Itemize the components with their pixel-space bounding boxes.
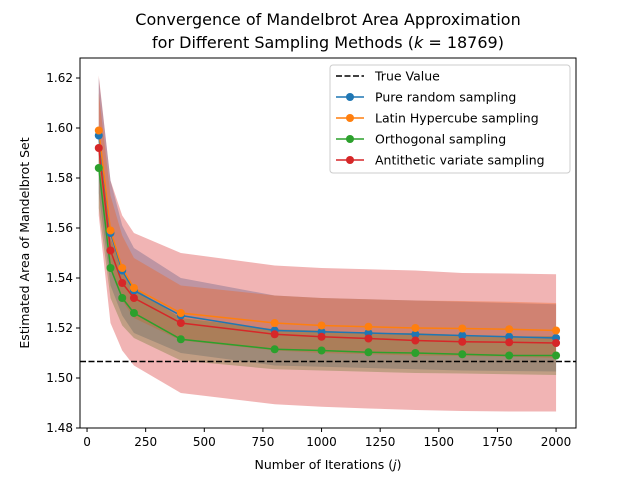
point-latin-hypercube-sampling [270, 319, 279, 327]
legend-label-orthogonal-sampling: Orthogonal sampling [375, 132, 506, 147]
y-tick-label: 1.52 [46, 321, 73, 335]
legend-label-true-value: True Value [374, 69, 440, 84]
line-antithetic-variate-sampling [98, 147, 557, 344]
line-orthogonal-sampling [98, 167, 557, 357]
point-latin-hypercube-sampling [552, 326, 561, 335]
point-orthogonal-sampling [317, 346, 326, 355]
y-tick-label: 1.56 [46, 221, 73, 235]
point-orthogonal-sampling [106, 264, 115, 272]
chart-title-line-2-prefix: for Different Sampling Methods ( [152, 33, 414, 52]
point-orthogonal-sampling [129, 309, 138, 317]
x-tick-label: 1500 [424, 435, 455, 449]
line-latin-hypercube-sampling [98, 130, 557, 332]
point-orthogonal-sampling [176, 335, 185, 344]
point-orthogonal-sampling [364, 348, 373, 357]
point-orthogonal-sampling [270, 345, 279, 354]
point-orthogonal-sampling [552, 351, 561, 360]
y-tick-label: 1.50 [46, 371, 73, 385]
x-tick-label: 500 [193, 435, 216, 449]
series-markers [94, 126, 561, 360]
point-antithetic-variate-sampling [364, 334, 373, 343]
legend-marker-orthogonal-sampling [346, 135, 354, 143]
x-tick-label: 750 [251, 435, 274, 449]
point-antithetic-variate-sampling [270, 330, 279, 339]
legend-marker-pure-random-sampling [346, 93, 354, 101]
band-pure-random-sampling [98, 78, 557, 372]
chart-title-k-symbol: k [414, 33, 424, 52]
point-antithetic-variate-sampling [458, 337, 467, 346]
legend: True Value Pure random sampling Latin Hype… [329, 64, 571, 174]
y-axis-label: Estimated Area of Mandelbrot Set [17, 137, 32, 348]
x-tick-label: 2000 [541, 435, 572, 449]
series-lines [98, 130, 557, 357]
chart-title-line-1: Convergence of Mandelbrot Area Approxima… [135, 10, 520, 29]
y-tick-label: 1.58 [46, 171, 73, 185]
chart-title-k-value: = 18769) [423, 33, 504, 52]
chart-title-line-2: for Different Sampling Methods (k = 1876… [152, 33, 504, 52]
legend-box [329, 64, 571, 174]
point-pure-random-sampling [411, 330, 420, 339]
x-axis-label: Number of Iterations (j) [255, 457, 402, 472]
y-tick-label: 1.60 [46, 121, 73, 135]
point-antithetic-variate-sampling [94, 144, 103, 152]
point-pure-random-sampling [458, 331, 467, 340]
point-latin-hypercube-sampling [317, 321, 326, 330]
band-latin-hypercube-sampling [98, 93, 557, 358]
point-latin-hypercube-sampling [106, 226, 115, 235]
point-antithetic-variate-sampling [118, 279, 127, 287]
x-tick-label: 1000 [306, 435, 337, 449]
point-antithetic-variate-sampling [411, 336, 420, 345]
y-axis-ticks: 1.48 1.50 1.52 1.54 1.56 1.58 1.60 1.62 [46, 71, 80, 435]
point-pure-random-sampling [505, 332, 514, 341]
point-antithetic-variate-sampling [176, 319, 185, 327]
point-orthogonal-sampling [118, 294, 127, 302]
point-antithetic-variate-sampling [106, 246, 115, 255]
point-latin-hypercube-sampling [176, 309, 185, 317]
point-orthogonal-sampling [505, 351, 514, 360]
point-latin-hypercube-sampling [411, 324, 420, 332]
point-latin-hypercube-sampling [129, 284, 138, 292]
point-antithetic-variate-sampling [505, 338, 514, 347]
x-axis-label-prefix: Number of Iterations ( [255, 457, 394, 472]
legend-marker-antithetic-variate-sampling [346, 156, 354, 164]
point-orthogonal-sampling [411, 349, 420, 357]
point-antithetic-variate-sampling [129, 294, 138, 302]
point-pure-random-sampling [364, 329, 373, 337]
y-tick-label: 1.54 [46, 271, 73, 285]
legend-marker-latin-hypercube-sampling [346, 114, 354, 122]
point-latin-hypercube-sampling [505, 325, 514, 334]
legend-label-pure-random-sampling: Pure random sampling [375, 90, 516, 105]
x-axis-label-suffix: ) [397, 457, 402, 472]
y-tick-label: 1.48 [46, 421, 73, 435]
x-axis-ticks: 0 250 500 750 1000 1250 1500 1750 2000 [83, 428, 571, 449]
x-tick-label: 0 [83, 435, 91, 449]
point-orthogonal-sampling [94, 164, 103, 172]
point-latin-hypercube-sampling [458, 324, 467, 333]
legend-label-antithetic-variate-sampling: Antithetic variate sampling [375, 153, 545, 168]
x-tick-label: 1250 [365, 435, 396, 449]
plot-area-frame [79, 57, 577, 429]
x-tick-label: 250 [134, 435, 157, 449]
point-antithetic-variate-sampling [552, 339, 561, 347]
point-latin-hypercube-sampling [118, 264, 127, 272]
point-latin-hypercube-sampling [364, 322, 373, 331]
y-tick-label: 1.62 [46, 71, 73, 85]
point-antithetic-variate-sampling [317, 332, 326, 341]
point-latin-hypercube-sampling [94, 126, 103, 135]
point-orthogonal-sampling [458, 350, 467, 359]
legend-label-latin-hypercube-sampling: Latin Hypercube sampling [375, 111, 539, 126]
x-axis-label-symbol: j [391, 457, 397, 472]
x-tick-label: 1750 [482, 435, 513, 449]
band-orthogonal-sampling [98, 128, 557, 375]
